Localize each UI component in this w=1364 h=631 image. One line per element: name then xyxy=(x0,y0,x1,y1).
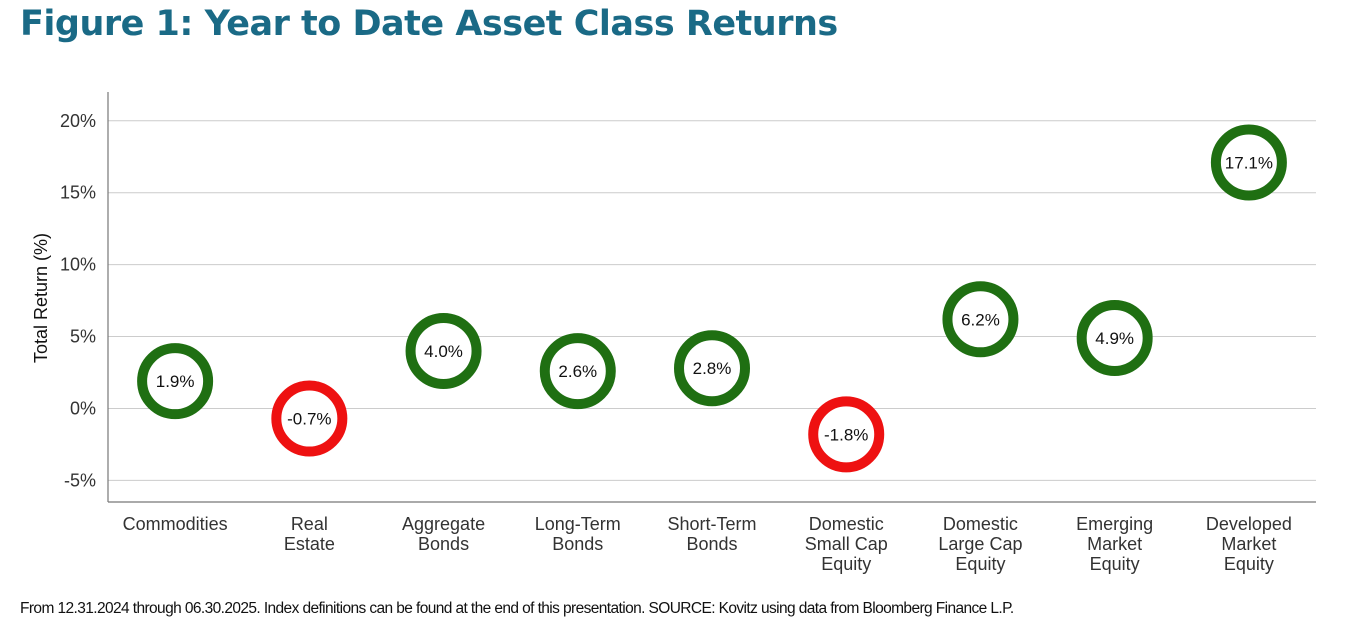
data-point-marker xyxy=(405,312,482,389)
x-category-label-line: Market xyxy=(1221,534,1276,554)
returns-chart: 20% 15% 10% 5% 0% -5% Total Return (%) Commod… xyxy=(31,92,1316,574)
x-category-label-line: Equity xyxy=(1090,554,1140,574)
x-category-label-line: Emerging xyxy=(1076,514,1153,534)
y-tick-label: 5% xyxy=(70,327,96,347)
data-label: 1.9% xyxy=(156,372,195,391)
x-category-label: Commodities xyxy=(123,514,228,534)
data-point-marker xyxy=(1076,300,1153,376)
source-footnote: From 12.31.2024 through 06.30.2025. Inde… xyxy=(20,600,1014,617)
x-category-label-line: Real xyxy=(291,514,328,534)
x-category-label: Short-Term Bonds xyxy=(667,514,756,554)
x-category-label-line: Equity xyxy=(1224,554,1274,574)
x-category-label-line: Equity xyxy=(821,554,871,574)
x-category-label: Aggregate Bonds xyxy=(402,514,485,554)
x-category-label: Domestic Small Cap Equity xyxy=(805,514,888,574)
data-point-marker xyxy=(674,330,750,407)
data-label: 2.8% xyxy=(693,359,732,378)
x-category-label-line: Large Cap xyxy=(938,534,1022,554)
y-tick-label: 10% xyxy=(60,255,96,275)
x-category-label-line: Short-Term xyxy=(667,514,756,534)
x-category-label-line: Bonds xyxy=(418,534,469,554)
x-category-label-line: Bonds xyxy=(686,534,737,554)
x-category-label-line: Bonds xyxy=(552,534,603,554)
data-point-marker xyxy=(271,380,348,457)
x-category-label-line: Long-Term xyxy=(535,514,621,534)
data-markers: 1.9% -0.7% 4.0% 2.6% 2.8% -1.8% 6.2% 4.9% 17.1% xyxy=(137,124,1287,473)
x-category-label: Long-Term Bonds xyxy=(535,514,621,554)
x-category-label: Real Estate xyxy=(284,514,335,554)
x-category-label-line: Equity xyxy=(955,554,1005,574)
y-tick-label: 20% xyxy=(60,111,96,131)
data-label: 17.1% xyxy=(1225,153,1273,172)
x-category-label-line: Estate xyxy=(284,534,335,554)
data-point-marker xyxy=(1210,124,1287,201)
data-point-marker xyxy=(539,333,616,410)
data-label: -1.8% xyxy=(824,425,868,444)
x-category-label-line: Small Cap xyxy=(805,534,888,554)
data-label: -0.7% xyxy=(287,410,331,429)
y-tick-labels: 20% 15% 10% 5% 0% -5% xyxy=(60,111,96,491)
page-title: Figure 1: Year to Date Asset Class Retur… xyxy=(20,4,838,44)
x-category-label-line: Commodities xyxy=(123,514,228,534)
data-point-marker xyxy=(942,281,1019,358)
x-category-label-line: Market xyxy=(1087,534,1142,554)
x-category-label: Developed Market Equity xyxy=(1206,514,1292,574)
data-label: 4.9% xyxy=(1095,329,1134,348)
x-category-label-line: Domestic xyxy=(809,514,884,534)
y-axis-label: Total Return (%) xyxy=(31,233,51,363)
y-tick-label: -5% xyxy=(64,470,96,490)
data-label: 6.2% xyxy=(961,310,1000,329)
y-tick-label: 0% xyxy=(70,398,96,418)
data-point-marker xyxy=(137,343,214,420)
data-label: 2.6% xyxy=(558,362,597,381)
x-category-label-line: Domestic xyxy=(943,514,1018,534)
x-category-label-line: Developed xyxy=(1206,514,1292,534)
data-label: 4.0% xyxy=(424,342,463,361)
x-category-label: Domestic Large Cap Equity xyxy=(938,514,1022,574)
y-tick-label: 15% xyxy=(60,183,96,203)
data-point-marker xyxy=(808,396,885,473)
axes xyxy=(107,92,1316,503)
x-category-label: Emerging Market Equity xyxy=(1076,514,1153,574)
x-category-label-line: Aggregate xyxy=(402,514,485,534)
